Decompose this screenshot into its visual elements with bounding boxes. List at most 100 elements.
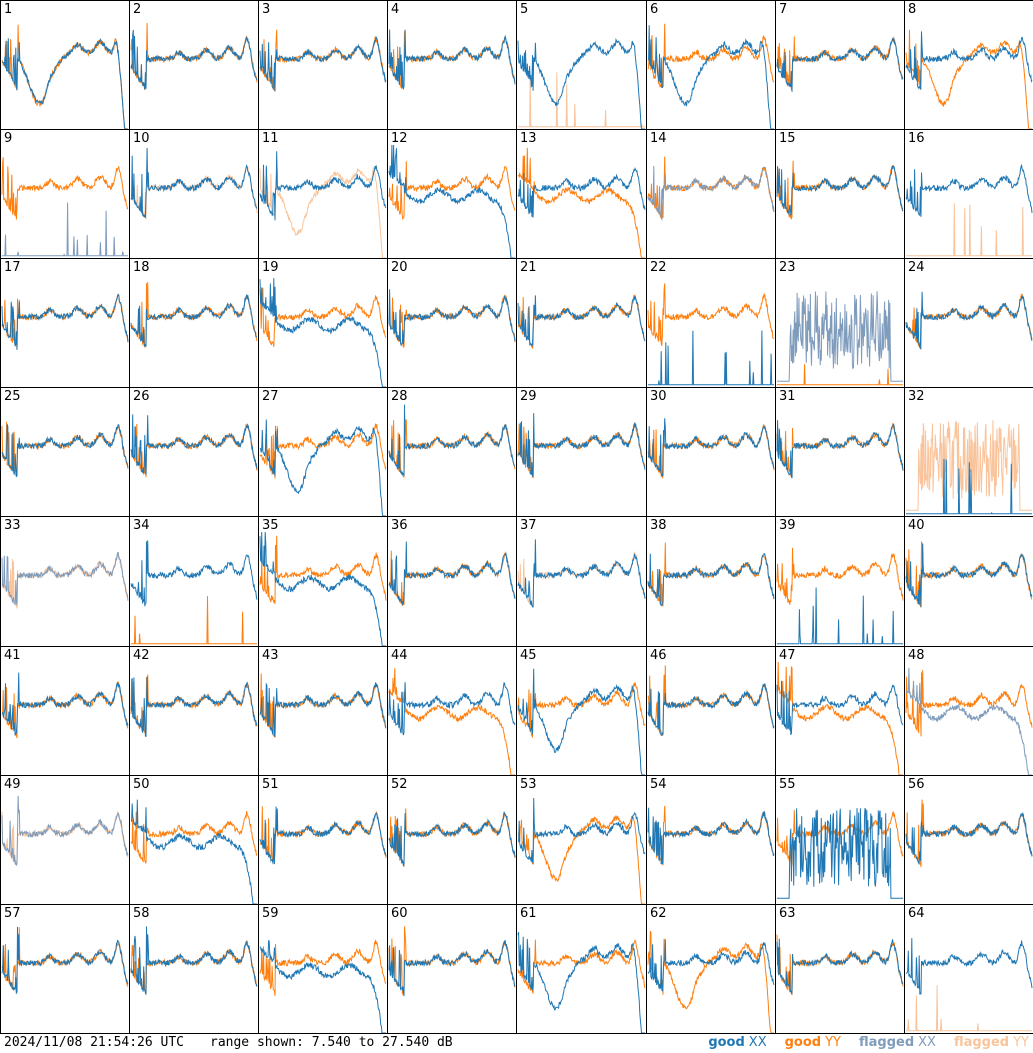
tile-13-yy-series	[517, 147, 645, 258]
tile-18-xx-series	[130, 293, 258, 347]
tile-6: 6	[646, 0, 776, 130]
tile-39: 39	[775, 516, 905, 647]
tile-38-label: 38	[650, 518, 667, 533]
tile-56-label: 56	[908, 777, 925, 792]
tile-57-plot	[1, 926, 129, 995]
tile-24-yy-series	[905, 293, 1033, 351]
tile-19-yy-series	[259, 287, 387, 347]
tile-21-label: 21	[520, 260, 537, 275]
tile-36-yy-series	[388, 550, 516, 607]
tile-40: 40	[904, 516, 1033, 647]
tile-53-yy-series	[517, 815, 645, 904]
tile-35-yy-series	[259, 535, 387, 604]
tile-29: 29	[516, 387, 647, 517]
tile-2-plot	[130, 22, 258, 90]
tile-5: 5	[516, 0, 647, 130]
tile-64-xx-series	[905, 938, 1033, 995]
tile-36-label: 36	[391, 518, 408, 533]
tile-64-plot	[905, 938, 1033, 1032]
tile-45-plot	[517, 668, 646, 775]
tile-25-label: 25	[4, 389, 21, 404]
tile-62: 62	[646, 904, 776, 1034]
tile-4-xx-series	[388, 29, 516, 90]
tile-17-label: 17	[4, 260, 21, 275]
tile-7-label: 7	[779, 2, 788, 17]
tile-56: 56	[904, 775, 1033, 905]
tile-23-plot	[777, 291, 903, 386]
tile-30-label: 30	[650, 389, 667, 404]
tile-28: 28	[387, 387, 517, 517]
tile-27-xx-series	[259, 419, 386, 516]
tile-7: 7	[775, 0, 905, 130]
tile-63: 63	[775, 904, 905, 1034]
tile-46-xx-series	[647, 682, 775, 737]
tile-42-label: 42	[133, 648, 150, 663]
tile-20: 20	[387, 258, 517, 388]
tile-14-xx-series	[647, 165, 775, 221]
tile-1: 1	[0, 0, 130, 130]
tile-8-label: 8	[908, 2, 917, 17]
tile-32-plot	[906, 420, 1032, 515]
tile-22-label: 22	[650, 260, 667, 275]
tile-60-plot	[388, 926, 516, 997]
tile-16-yy-series	[906, 203, 1032, 257]
tile-26-plot	[130, 414, 258, 478]
tile-13-label: 13	[520, 131, 537, 146]
tile-39-label: 39	[779, 518, 796, 533]
tile-48-xx-series	[905, 667, 1032, 775]
tile-28-xx-series	[388, 404, 516, 477]
tile-7-plot	[776, 36, 904, 92]
tile-47: 47	[775, 646, 905, 776]
tile-37-plot	[517, 539, 646, 608]
tile-9-label: 9	[4, 131, 13, 146]
tile-17-xx-series	[1, 293, 129, 350]
tile-55-plot	[776, 808, 904, 899]
tile-31-plot	[776, 420, 904, 479]
tile-15-xx-series	[776, 165, 904, 216]
tile-12-plot	[388, 144, 516, 258]
tile-52-plot	[388, 808, 516, 867]
tile-44-plot	[388, 668, 516, 775]
tile-63-xx-series	[776, 938, 904, 995]
tile-50: 50	[129, 775, 259, 905]
tile-58-label: 58	[133, 906, 150, 921]
tile-37-label: 37	[520, 518, 537, 533]
tile-52-yy-series	[388, 808, 516, 867]
tile-54: 54	[646, 775, 776, 905]
tile-35-xx-series	[259, 531, 386, 646]
tile-50-xx-series	[131, 799, 257, 904]
tile-2-label: 2	[133, 2, 142, 17]
tile-32: 32	[904, 387, 1033, 517]
tile-53-xx-series	[517, 797, 646, 865]
tile-58-yy-series	[130, 940, 257, 995]
tile-25-yy-series	[1, 421, 129, 477]
tile-33: 33	[0, 516, 130, 647]
tile-12-xx-series	[388, 144, 515, 258]
tile-37-yy-series	[517, 550, 646, 608]
tile-19-plot	[259, 278, 387, 387]
tile-61-plot	[517, 931, 646, 1033]
tile-45-xx-series	[517, 668, 645, 775]
tile-41-xx-series	[1, 672, 129, 737]
tile-47-plot	[776, 661, 904, 775]
tile-61-label: 61	[520, 906, 537, 921]
tile-27: 27	[258, 387, 388, 517]
tile-58-plot	[130, 926, 258, 995]
tile-60: 60	[387, 904, 517, 1034]
tile-38-plot	[647, 542, 775, 607]
tile-26-label: 26	[133, 389, 150, 404]
tile-4: 4	[387, 0, 517, 130]
tile-1-yy-series	[1, 24, 128, 129]
tile-61: 61	[516, 904, 647, 1034]
tile-64-yy-series	[906, 985, 1032, 1032]
range-text: range shown: 7.540 to 27.540 dB	[210, 1035, 453, 1050]
tile-51: 51	[258, 775, 388, 905]
tile-10-xx-series	[130, 147, 257, 218]
tile-31-label: 31	[779, 389, 796, 404]
tile-5-label: 5	[520, 2, 529, 17]
tile-41-label: 41	[4, 648, 21, 663]
tile-22-yy-series	[647, 283, 775, 346]
tile-60-label: 60	[391, 906, 408, 921]
tile-59-plot	[259, 940, 387, 1033]
